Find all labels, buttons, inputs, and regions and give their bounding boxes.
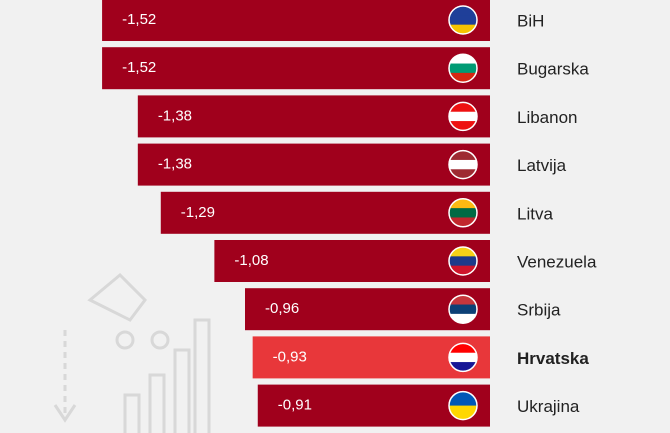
category-label: Libanon [517,108,578,127]
flag-stripe [449,150,477,161]
flag-stripe [449,24,477,34]
flag [449,6,477,34]
flag-border [448,53,478,83]
flag [449,391,477,420]
flag-stripe [449,304,477,315]
bar [137,143,490,186]
flag-stripe [449,412,477,420]
flag [449,247,477,275]
flag-stripe [449,398,477,407]
value-label: -0,91 [278,397,312,414]
flag-stripe [449,169,477,179]
category-label: Latvija [517,156,567,175]
flag-stripe [449,256,477,267]
flag [449,198,477,227]
flag-stripe [449,6,477,16]
value-label: -1,08 [234,252,268,269]
flag-stripe [449,343,477,354]
flag-stripe [449,391,477,400]
flag-stripe [449,121,477,131]
bar [102,0,490,41]
flag-stripe [449,313,477,324]
flag [449,150,477,179]
flag-border [448,149,478,180]
category-label: Venezuela [517,252,597,271]
flag-border [448,342,478,373]
bar [102,47,490,90]
flag-border [448,5,478,35]
category-label: Hrvatska [517,349,589,368]
flag-stripe [449,15,477,26]
flag-stripe [449,352,477,363]
flag [449,343,477,372]
value-label: -1,52 [122,59,156,76]
category-label: Bugarska [517,60,589,79]
flag-border [448,198,478,228]
flag-stripe [449,63,477,74]
flag-stripe [449,247,477,257]
value-label: -0,96 [265,300,299,317]
flag-border [448,246,478,276]
flag-stripe [449,208,477,218]
value-label: -0,93 [273,348,307,365]
value-label: -1,29 [181,204,215,221]
flag-stripe [449,265,477,275]
bar [214,240,490,282]
value-label: -1,38 [158,156,192,173]
flag-stripe [449,111,477,122]
flag-stripe [449,362,477,372]
flag-border [448,390,478,421]
category-label: Srbija [517,301,561,320]
value-label: -1,38 [158,107,192,124]
flag-stripe [449,54,477,65]
flag [449,102,477,131]
category-label: Litva [517,204,553,223]
flag-stripe [449,198,477,209]
flag-border [448,294,478,324]
flag [449,54,477,83]
value-label: -1,52 [122,11,156,28]
bar [137,95,490,138]
bar [160,191,490,234]
category-label: Ukrajina [517,397,580,416]
background-icon [53,272,211,433]
flag-border [448,101,478,132]
category-label: BiH [517,11,544,30]
flag-stripe [449,405,477,414]
flag-stripe [449,72,477,83]
flag-stripe [449,159,477,170]
flag-stripe [449,295,477,306]
flag [449,295,477,324]
flag-stripe [449,102,477,113]
flag-stripe [449,217,477,227]
